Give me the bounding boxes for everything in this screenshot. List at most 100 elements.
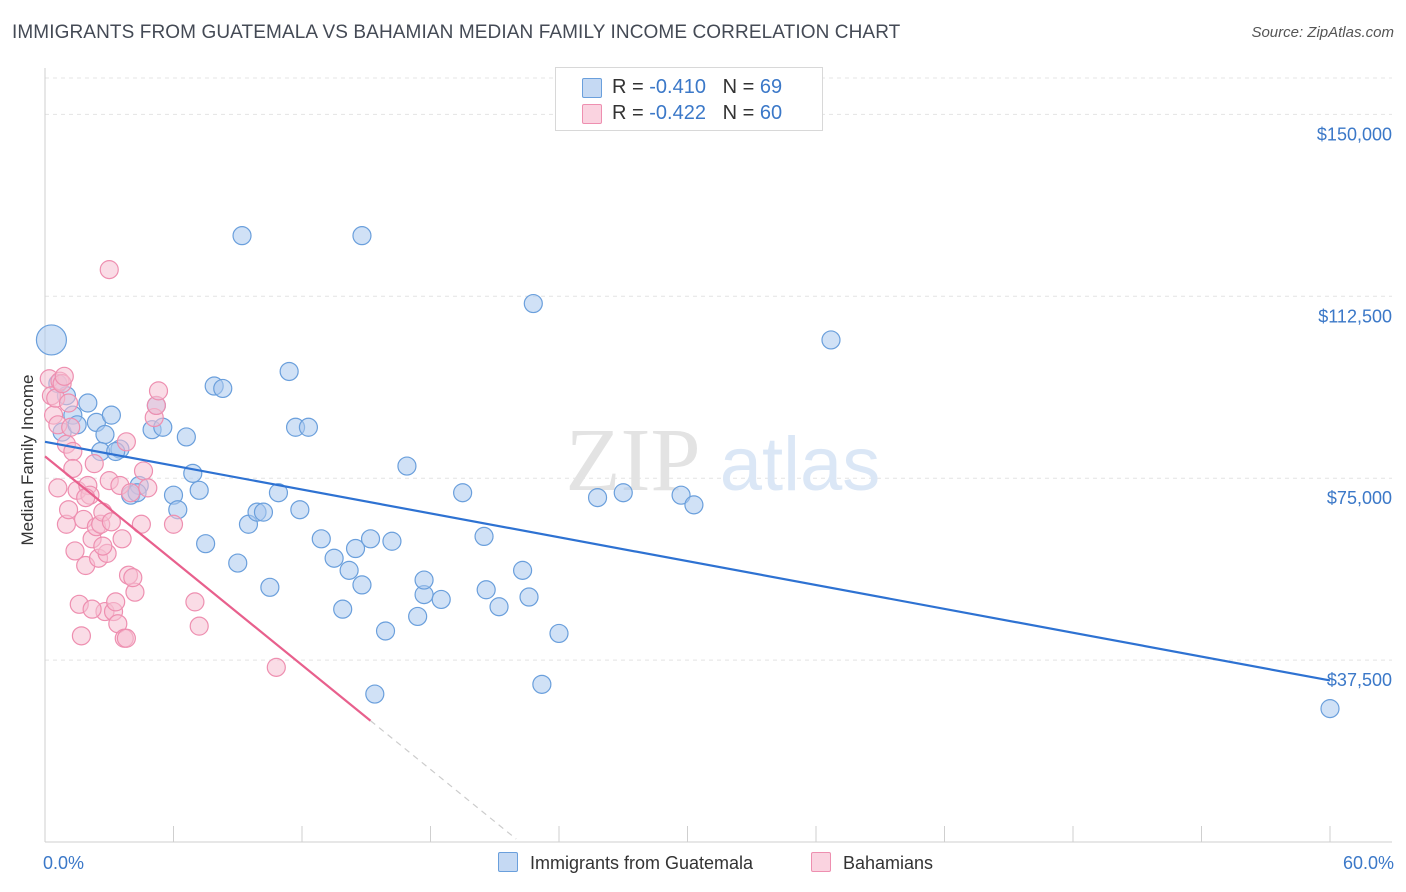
point-guatemala [78, 393, 98, 413]
series-swatch-pink [811, 852, 831, 872]
point-guatemala [821, 330, 841, 350]
point-bahamians [112, 529, 132, 549]
point-bahamians [101, 512, 121, 532]
y-tick-label: $112,500 [1318, 306, 1392, 326]
point-guatemala [35, 324, 68, 356]
point-bahamians [76, 487, 96, 508]
point-guatemala [268, 483, 289, 503]
watermark-atlas: atlas [720, 422, 881, 507]
point-guatemala [453, 483, 473, 503]
point-guatemala [1320, 699, 1340, 719]
legend-n-label: N = [722, 102, 760, 124]
point-bahamians [266, 657, 286, 677]
point-guatemala [519, 587, 539, 607]
point-bahamians [99, 260, 119, 280]
point-guatemala [375, 621, 396, 641]
point-bahamians [71, 626, 92, 646]
x-tick-label: 0.0% [43, 853, 84, 873]
point-guatemala [232, 226, 252, 246]
point-bahamians [116, 432, 136, 452]
point-bahamians [133, 461, 154, 481]
point-guatemala [298, 417, 319, 437]
point-guatemala [352, 575, 372, 595]
point-guatemala [213, 378, 233, 399]
watermark: ZIP atlas [566, 411, 881, 510]
correlation-legend: R = -0.410 N = 69 R = -0.422 N = 60 [555, 67, 823, 131]
point-guatemala [408, 606, 428, 627]
point-guatemala [476, 580, 496, 600]
axis-labels: $37,500 $75,000 $112,500 $150,000 0.0% 60.0% M… [18, 124, 1394, 873]
point-guatemala [228, 553, 248, 573]
point-guatemala [613, 483, 633, 503]
y-tick-label: $37,500 [1327, 670, 1392, 690]
legend-n-value: 69 [759, 76, 783, 98]
point-guatemala [339, 560, 359, 580]
point-guatemala [290, 500, 310, 520]
point-guatemala [345, 538, 366, 559]
point-guatemala [196, 534, 216, 554]
point-bahamians [163, 514, 184, 534]
series-swatch-blue [498, 852, 518, 872]
y-tick-label: $150,000 [1317, 124, 1392, 144]
point-bahamians [106, 592, 126, 612]
point-guatemala [587, 487, 608, 508]
point-bahamians [84, 454, 104, 474]
point-guatemala [101, 405, 121, 425]
point-guatemala [311, 529, 331, 549]
point-guatemala [365, 684, 385, 704]
point-guatemala [352, 226, 372, 246]
point-guatemala [260, 577, 280, 597]
trend-line-bahamians [44, 455, 372, 722]
grid-lines [45, 77, 1392, 661]
y-tick-label: $75,000 [1327, 488, 1392, 508]
point-bahamians [185, 592, 205, 612]
point-bahamians [121, 483, 141, 503]
series-legend-guatemala: Immigrants from Guatemala [498, 852, 753, 874]
point-guatemala [532, 674, 552, 694]
point-guatemala [279, 361, 299, 382]
point-guatemala [360, 529, 381, 549]
point-bahamians [138, 478, 158, 498]
trend-line-guatemala [44, 440, 1331, 682]
trend-lines [44, 440, 1331, 840]
point-bahamians [61, 417, 81, 437]
chart-title: IMMIGRANTS FROM GUATEMALA VS BAHAMIAN ME… [12, 22, 901, 43]
legend-n-label: N = [722, 76, 760, 98]
point-guatemala [512, 560, 533, 580]
legend-r-label: R = [612, 102, 650, 124]
legend-r-label: R = [612, 76, 650, 98]
series-name: Immigrants from Guatemala [530, 853, 754, 873]
point-bahamians [48, 478, 68, 498]
point-guatemala [489, 597, 509, 617]
point-guatemala [95, 424, 115, 445]
point-guatemala [382, 531, 402, 551]
legend-r-value: -0.422 [649, 102, 706, 124]
point-bahamians [93, 536, 113, 556]
source-label: Source: ZipAtlas.com [1251, 24, 1394, 41]
point-guatemala [523, 293, 543, 314]
x-tick-label: 60.0% [1343, 853, 1394, 873]
point-bahamians [54, 366, 74, 386]
point-bahamians [82, 599, 102, 619]
point-bahamians [116, 628, 136, 648]
point-guatemala [189, 480, 209, 500]
point-bahamians [58, 500, 79, 520]
point-guatemala [176, 427, 196, 447]
point-bahamians [65, 541, 85, 561]
point-guatemala [684, 495, 704, 515]
series-legend-bahamians: Bahamians [811, 852, 933, 874]
data-points [35, 226, 1340, 719]
series-name: Bahamians [843, 853, 934, 873]
point-guatemala [253, 502, 274, 522]
legend-swatch-blue [582, 78, 602, 98]
point-guatemala [333, 599, 353, 619]
legend-r-value: -0.410 [649, 76, 706, 98]
point-bahamians [189, 616, 209, 636]
legend-n-value: 60 [759, 102, 783, 124]
y-axis-label: Median Family Income [18, 374, 37, 545]
point-bahamians [58, 393, 79, 413]
point-guatemala [324, 548, 344, 568]
point-bahamians [148, 381, 169, 401]
point-guatemala [474, 526, 494, 547]
